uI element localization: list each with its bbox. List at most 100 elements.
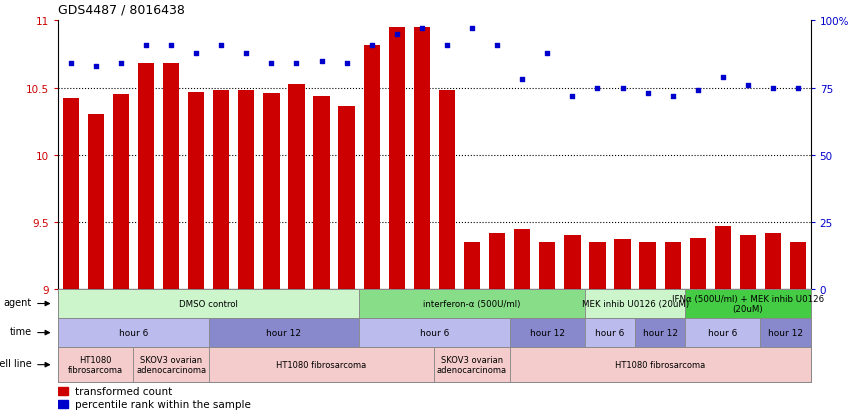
Bar [635,318,685,347]
Point [641,90,655,97]
Point [791,85,805,92]
Text: hour 12: hour 12 [266,328,301,337]
Text: transformed count: transformed count [75,386,172,396]
Text: agent: agent [3,297,32,307]
Text: IFNα (500U/ml) + MEK inhib U0126
(20uM): IFNα (500U/ml) + MEK inhib U0126 (20uM) [672,294,824,313]
Bar [514,229,531,289]
Text: HT1080 fibrosarcoma: HT1080 fibrosarcoma [615,360,705,369]
Text: hour 12: hour 12 [530,328,565,337]
Point [340,61,354,67]
Bar [313,96,330,289]
Point [591,85,604,92]
Bar [364,45,380,289]
Text: hour 12: hour 12 [768,328,803,337]
Bar [685,289,811,318]
Bar [439,91,455,289]
Bar [690,238,706,289]
Text: SKOV3 ovarian
adenocarcinoma: SKOV3 ovarian adenocarcinoma [437,355,507,375]
Text: MEK inhib U0126 (20uM): MEK inhib U0126 (20uM) [581,299,688,308]
Bar [765,233,782,289]
Point [566,93,580,100]
Bar [589,242,605,289]
Bar [62,99,79,289]
Point [189,50,203,57]
Text: hour 12: hour 12 [643,328,678,337]
Bar [413,28,430,289]
Bar [715,226,731,289]
Bar [113,95,129,289]
Bar [58,318,209,347]
Text: HT1080
fibrosarcoma: HT1080 fibrosarcoma [68,355,123,375]
Bar [639,242,656,289]
Point [415,26,429,33]
Point [440,42,454,49]
Bar [360,289,585,318]
Bar [615,240,631,289]
Text: percentile rank within the sample: percentile rank within the sample [75,399,251,409]
Bar [213,91,229,289]
Bar [138,64,154,289]
Point [741,82,755,89]
Text: cell line: cell line [0,358,32,368]
Bar [740,236,756,289]
Bar [238,91,254,289]
Point [214,42,228,49]
Point [716,74,729,81]
Point [365,42,378,49]
Point [465,26,479,33]
Bar [163,64,179,289]
Bar [58,289,360,318]
Bar [134,347,209,382]
Bar [360,318,509,347]
Bar [434,347,509,382]
Point [164,42,178,49]
Point [64,61,78,67]
Point [490,42,504,49]
Text: interferon-α (500U/ml): interferon-α (500U/ml) [424,299,520,308]
Bar [389,28,405,289]
Bar [664,242,681,289]
Point [265,61,278,67]
Bar [489,233,505,289]
Bar [585,318,635,347]
Bar [209,318,360,347]
Text: DMSO control: DMSO control [179,299,238,308]
Point [615,85,629,92]
Point [289,61,303,67]
Point [691,88,704,94]
Text: HT1080 fibrosarcoma: HT1080 fibrosarcoma [276,360,366,369]
Bar [209,347,434,382]
Bar [564,236,580,289]
Bar [338,107,354,289]
Bar [585,289,685,318]
Point [114,61,128,67]
Bar [509,318,585,347]
Point [390,31,404,38]
Bar [760,318,811,347]
Text: hour 6: hour 6 [419,328,449,337]
Bar [188,93,205,289]
Text: hour 6: hour 6 [708,328,738,337]
Bar [685,318,760,347]
Text: SKOV3 ovarian
adenocarcinoma: SKOV3 ovarian adenocarcinoma [136,355,206,375]
Bar [790,242,806,289]
Bar [58,347,134,382]
Point [766,85,780,92]
Point [315,58,329,65]
Bar [58,400,68,408]
Point [666,93,680,100]
Bar [58,387,68,395]
Bar [509,347,811,382]
Text: time: time [10,326,32,336]
Text: GDS4487 / 8016438: GDS4487 / 8016438 [58,3,185,16]
Bar [264,94,280,289]
Point [240,50,253,57]
Bar [87,115,104,289]
Point [540,50,554,57]
Point [140,42,153,49]
Point [515,77,529,83]
Text: hour 6: hour 6 [119,328,148,337]
Bar [464,242,480,289]
Bar [539,242,556,289]
Text: hour 6: hour 6 [595,328,625,337]
